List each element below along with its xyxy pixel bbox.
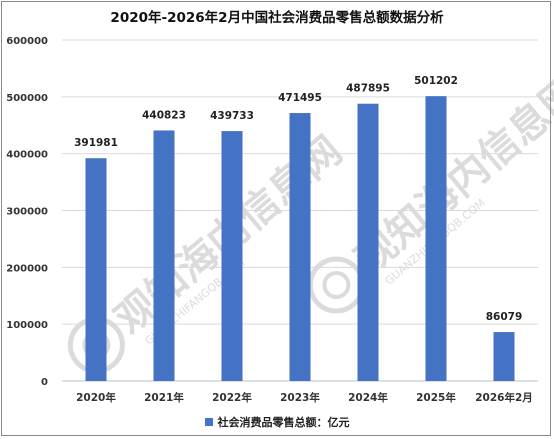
- y-tick-label: 500000: [6, 93, 48, 104]
- x-tick-label: 2025年: [416, 391, 456, 404]
- legend: 社会消费品零售总额：亿元: [0, 414, 554, 430]
- y-tick-label: 600000: [6, 36, 48, 47]
- bar: [85, 158, 107, 381]
- bar: [289, 113, 311, 381]
- chart-title: 2020年-2026年2月中国社会消费品零售总额数据分析: [110, 10, 444, 26]
- y-tick-label: 100000: [6, 320, 48, 331]
- y-tick-label: 200000: [6, 263, 48, 274]
- legend-swatch: [204, 418, 213, 426]
- x-tick-label: 2021年: [144, 391, 184, 404]
- data-label: 86079: [486, 311, 523, 323]
- bar: [153, 130, 175, 381]
- y-tick-label: 400000: [6, 150, 48, 161]
- bar: [425, 96, 447, 381]
- y-tick-label: 300000: [6, 207, 48, 218]
- data-label: 501202: [414, 75, 458, 87]
- x-tick-label: 2022年: [212, 391, 252, 404]
- data-label: 391981: [74, 137, 118, 149]
- bar: [493, 332, 515, 381]
- data-label: 439733: [210, 110, 254, 122]
- bar: [221, 131, 243, 381]
- x-tick-label: 2026年2月: [475, 391, 533, 404]
- x-tick-label: 2024年: [348, 391, 388, 404]
- legend-label: 社会消费品零售总额：亿元: [217, 416, 350, 429]
- data-label: 440823: [142, 109, 186, 121]
- y-tick-label: 0: [41, 377, 48, 388]
- data-label: 487895: [346, 83, 390, 95]
- data-label: 471495: [278, 92, 322, 104]
- x-tick-label: 2020年: [76, 391, 116, 404]
- x-tick-label: 2023年: [280, 391, 320, 404]
- bar: [357, 103, 379, 381]
